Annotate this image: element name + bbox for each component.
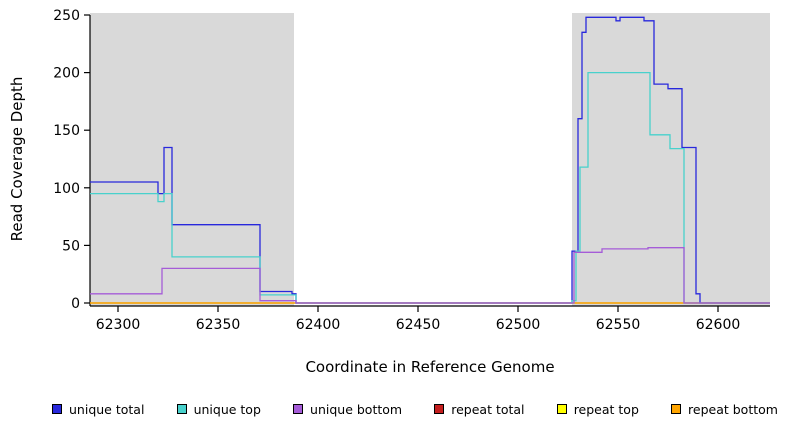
series-unique-bottom (90, 247, 770, 304)
unique-top-swatch-icon (176, 404, 187, 414)
legend-item-unique-top: unique top (176, 401, 261, 417)
legend: unique total unique top unique bottom re… (0, 397, 792, 421)
x-tick-label: 62400 (296, 317, 341, 333)
x-tick-label: 62500 (496, 317, 541, 333)
x-tick-label: 62300 (96, 317, 141, 333)
y-tick-label: 250 (53, 8, 80, 24)
y-tick-label: 100 (53, 181, 80, 197)
repeat-total-swatch-icon (434, 404, 445, 414)
repeat-region (90, 13, 294, 306)
y-tick-label: 50 (62, 238, 80, 254)
repeat-region (572, 13, 770, 306)
x-tick-label: 62450 (396, 317, 441, 333)
legend-label: unique bottom (310, 401, 403, 417)
y-tick-label: 150 (53, 123, 80, 139)
legend-label: unique top (193, 401, 261, 417)
x-tick-label: 62600 (696, 317, 741, 333)
y-tick-label: 200 (53, 66, 80, 82)
x-axis-label: Coordinate in Reference Genome (305, 358, 554, 376)
repeat-top-swatch-icon (556, 404, 567, 414)
legend-label: repeat top (573, 401, 639, 417)
y-tick-label: 0 (71, 296, 80, 312)
legend-item-repeat-bottom: repeat bottom (671, 402, 778, 417)
legend-item-repeat-top: repeat top (556, 401, 639, 417)
x-tick-label: 62350 (196, 317, 241, 333)
unique-total-swatch-icon (52, 404, 62, 414)
y-axis-label: Read Coverage Depth (8, 77, 26, 242)
legend-item-unique-bottom: unique bottom (293, 402, 402, 417)
series-unique-total (90, 16, 770, 304)
legend-item-unique-total: unique total (52, 402, 144, 417)
unique-bottom-swatch-icon (293, 404, 304, 414)
legend-label: unique total (69, 401, 145, 417)
x-tick-label: 62550 (596, 317, 641, 333)
coverage-chart: 62300 62350 62400 62450 62500 62550 62600 0 50 10… (8, 8, 770, 376)
legend-label: repeat bottom (688, 401, 778, 417)
legend-item-repeat-total: repeat total (434, 401, 525, 417)
repeat-bottom-swatch-icon (671, 404, 682, 414)
plot-area: 62300 62350 62400 62450 62500 62550 62600 0 50 10… (53, 8, 770, 333)
legend-label: repeat total (451, 401, 525, 417)
